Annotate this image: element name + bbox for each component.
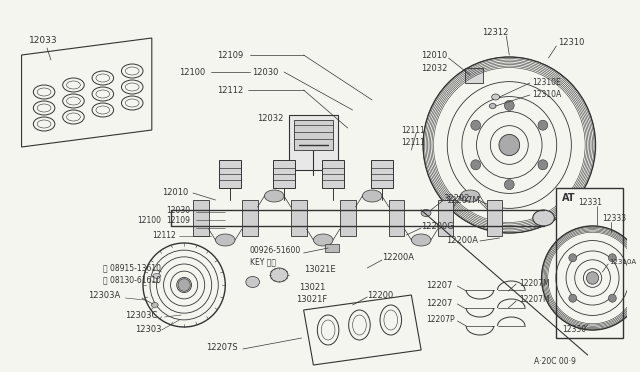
Bar xyxy=(487,200,502,236)
Text: 12109: 12109 xyxy=(218,51,244,60)
Ellipse shape xyxy=(246,276,260,288)
Ellipse shape xyxy=(412,234,431,246)
Text: 12207M: 12207M xyxy=(445,196,479,205)
Text: 12312: 12312 xyxy=(482,28,508,36)
Text: 13021E: 13021E xyxy=(303,266,335,275)
Text: 12030: 12030 xyxy=(252,67,278,77)
Circle shape xyxy=(499,134,520,155)
Circle shape xyxy=(471,160,481,170)
Circle shape xyxy=(609,294,616,302)
Bar xyxy=(193,200,209,236)
Text: 12100: 12100 xyxy=(137,215,161,224)
Bar xyxy=(438,200,454,236)
Text: 12100: 12100 xyxy=(179,67,205,77)
Text: 12207: 12207 xyxy=(426,280,452,289)
Text: Ⓑ 08130-61610: Ⓑ 08130-61610 xyxy=(103,276,161,285)
Circle shape xyxy=(538,160,548,170)
Ellipse shape xyxy=(216,234,235,246)
Bar xyxy=(556,188,623,338)
Bar xyxy=(289,115,338,170)
Text: 12207P: 12207P xyxy=(426,315,454,324)
Bar xyxy=(371,160,393,188)
Ellipse shape xyxy=(533,210,554,226)
Text: 12032: 12032 xyxy=(257,113,283,122)
Bar xyxy=(325,244,339,252)
Ellipse shape xyxy=(151,302,158,308)
Text: 12333: 12333 xyxy=(602,214,627,222)
Bar xyxy=(322,160,344,188)
Bar xyxy=(242,200,257,236)
Text: Ⓦ 08915-13610: Ⓦ 08915-13610 xyxy=(103,263,161,273)
Text: 00926-51600: 00926-51600 xyxy=(250,246,301,254)
Text: 12303: 12303 xyxy=(135,326,162,334)
Ellipse shape xyxy=(270,268,288,282)
Ellipse shape xyxy=(264,190,284,202)
Text: AT: AT xyxy=(562,193,576,203)
Circle shape xyxy=(586,272,598,284)
Text: 12207M: 12207M xyxy=(519,279,550,288)
Text: 32202: 32202 xyxy=(444,193,470,202)
Ellipse shape xyxy=(362,190,382,202)
Text: 12032: 12032 xyxy=(421,64,447,73)
Text: 12030: 12030 xyxy=(166,205,191,215)
Polygon shape xyxy=(22,38,152,147)
Text: 12303C: 12303C xyxy=(125,311,157,321)
Text: A·20C 00·9: A·20C 00·9 xyxy=(534,357,575,366)
Bar xyxy=(389,200,404,236)
Circle shape xyxy=(609,254,616,262)
Text: 12331: 12331 xyxy=(578,198,602,206)
Ellipse shape xyxy=(460,190,480,202)
Bar xyxy=(291,200,307,236)
Text: 12033: 12033 xyxy=(29,35,58,45)
Text: 12112: 12112 xyxy=(218,86,244,94)
Text: 12200: 12200 xyxy=(367,291,394,299)
Text: 12330: 12330 xyxy=(562,326,586,334)
Text: 12010: 12010 xyxy=(421,51,447,60)
Bar xyxy=(220,160,241,188)
Text: 12303A: 12303A xyxy=(88,292,120,301)
Text: 13021F: 13021F xyxy=(296,295,327,305)
Text: 12310A: 12310A xyxy=(609,259,636,265)
Circle shape xyxy=(569,294,577,302)
Text: 12111: 12111 xyxy=(401,138,426,147)
Ellipse shape xyxy=(421,209,431,217)
Bar xyxy=(294,120,333,150)
Text: 12310: 12310 xyxy=(558,38,585,46)
Text: 12112: 12112 xyxy=(152,231,175,240)
Bar xyxy=(273,160,295,188)
Circle shape xyxy=(504,180,514,190)
Polygon shape xyxy=(303,295,421,365)
Ellipse shape xyxy=(314,234,333,246)
Text: 12207: 12207 xyxy=(426,298,452,308)
Circle shape xyxy=(504,100,514,110)
Text: 12207S: 12207S xyxy=(205,343,237,353)
Text: 12310A: 12310A xyxy=(532,90,561,99)
Text: 13021: 13021 xyxy=(299,282,325,292)
Text: 12200G: 12200G xyxy=(421,221,454,231)
Bar xyxy=(465,68,483,83)
Text: 12200A: 12200A xyxy=(445,235,477,244)
Ellipse shape xyxy=(153,273,161,279)
Text: 12207M: 12207M xyxy=(519,295,550,305)
Circle shape xyxy=(538,120,548,130)
Text: 12310E: 12310E xyxy=(532,77,561,87)
Circle shape xyxy=(569,254,577,262)
Text: 12200A: 12200A xyxy=(382,253,414,263)
Circle shape xyxy=(471,120,481,130)
Ellipse shape xyxy=(492,94,499,100)
Bar xyxy=(340,200,356,236)
Text: 12111: 12111 xyxy=(401,125,426,135)
Circle shape xyxy=(178,279,190,291)
Text: 12109: 12109 xyxy=(166,215,191,224)
Text: 12010: 12010 xyxy=(162,187,188,196)
Ellipse shape xyxy=(489,103,496,109)
Text: KEY キー: KEY キー xyxy=(250,257,276,266)
